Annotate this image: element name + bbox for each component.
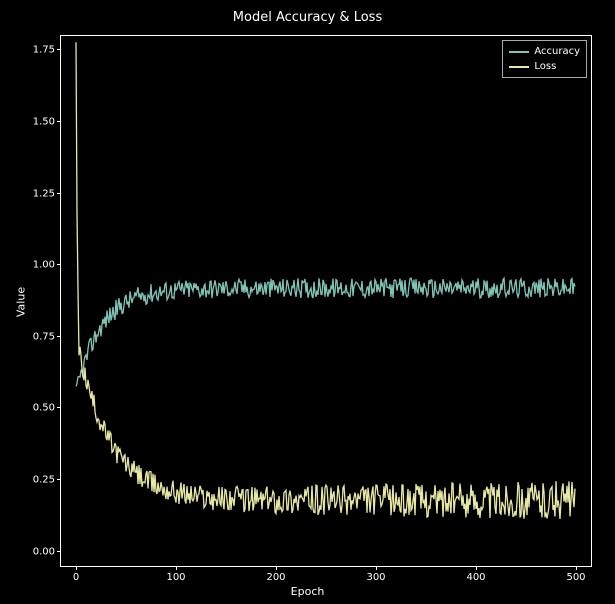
line-layer — [61, 36, 591, 566]
legend-swatch-loss — [509, 66, 529, 68]
y-tick-label: 0.25 — [33, 475, 55, 486]
legend-item-accuracy: Accuracy — [509, 44, 580, 59]
y-tick-label: 0.00 — [33, 546, 55, 557]
legend: Accuracy Loss — [502, 40, 587, 78]
x-tick-label: 100 — [166, 572, 185, 583]
x-tick-label: 500 — [566, 572, 585, 583]
y-tick-label: 1.25 — [33, 188, 55, 199]
series-accuracy — [76, 278, 575, 386]
y-tick-label: 1.50 — [33, 116, 55, 127]
x-tick-label: 200 — [266, 572, 285, 583]
figure: Model Accuracy & Loss Value Epoch Accura… — [0, 0, 615, 604]
legend-label-accuracy: Accuracy — [534, 44, 580, 59]
x-tick-label: 0 — [73, 572, 79, 583]
series-loss — [76, 42, 575, 519]
y-tick-label: 0.50 — [33, 403, 55, 414]
legend-swatch-accuracy — [509, 51, 529, 53]
x-tick-label: 400 — [466, 572, 485, 583]
legend-item-loss: Loss — [509, 59, 580, 74]
y-tick-label: 1.00 — [33, 260, 55, 271]
y-axis-label: Value — [15, 287, 28, 317]
x-tick-label: 300 — [366, 572, 385, 583]
legend-label-loss: Loss — [534, 59, 556, 74]
y-tick-label: 1.75 — [33, 45, 55, 56]
y-tick-label: 0.75 — [33, 331, 55, 342]
chart-title: Model Accuracy & Loss — [0, 10, 615, 25]
plot-area: Accuracy Loss 0.000.250.500.751.001.251.… — [60, 35, 592, 567]
x-axis-label: Epoch — [0, 585, 615, 598]
